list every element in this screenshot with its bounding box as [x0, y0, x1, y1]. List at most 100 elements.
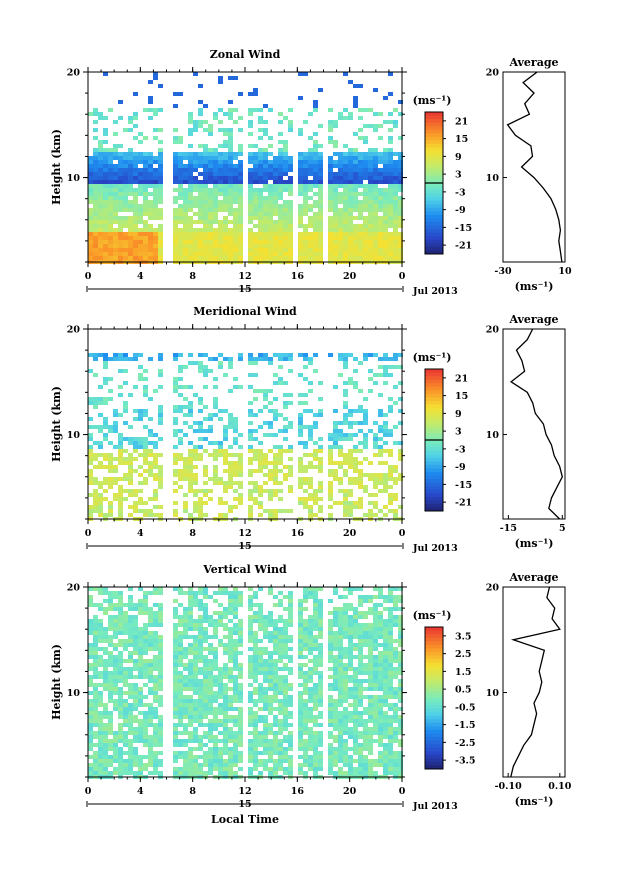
colorbar-segment	[425, 655, 443, 660]
colorbar-frame	[424, 626, 444, 770]
colorbar-segment	[425, 503, 443, 508]
x-tick-label: 12	[238, 786, 251, 797]
colorbar-segment	[425, 747, 443, 752]
colorbar-segment	[425, 372, 443, 377]
colorbar-segment	[425, 705, 443, 710]
colorbar-segment	[425, 733, 443, 738]
colorbar-segment	[425, 229, 443, 234]
colorbar-segment	[425, 482, 443, 487]
colorbar-tick-label: -3	[455, 444, 466, 455]
colorbar-segment	[425, 658, 443, 663]
y-tick-label: 20	[67, 583, 81, 594]
colorbar-tick-label: -15	[455, 223, 472, 234]
panel-1: Zonal Wind 20 10 Height (km) 0 4 8 12 16 20 0 15 Jul…	[50, 48, 572, 297]
colorbar-segment	[425, 379, 443, 384]
colorbar-segment	[425, 486, 443, 491]
x-tick-label: 0	[399, 528, 406, 539]
date-bar-ends	[86, 801, 404, 807]
colorbar-segment	[425, 644, 443, 649]
colorbar-segment	[425, 676, 443, 681]
colorbar-segment	[425, 447, 443, 452]
date-day-label: 15	[238, 541, 251, 552]
colorbar-segment	[425, 122, 443, 127]
colorbar-segment	[425, 112, 443, 117]
date-day-label: 15	[238, 799, 251, 810]
colorbar-segment	[425, 411, 443, 416]
colorbar-tick-label: -3	[455, 187, 466, 198]
panel-title: Vertical Wind	[202, 563, 287, 576]
profile-frame	[502, 328, 566, 520]
colorbar-segment	[425, 246, 443, 251]
profile-frame	[502, 586, 566, 778]
colorbar-segment	[425, 464, 443, 469]
colorbar-segment	[425, 408, 443, 413]
x-tick-label: 20	[343, 271, 357, 282]
colorbar-segment	[425, 383, 443, 388]
colorbar-segment	[425, 133, 443, 138]
colorbar-segment	[425, 222, 443, 227]
colorbar-segment	[425, 744, 443, 749]
colorbar-tick-label: -1.5	[455, 720, 475, 731]
colorbar-segment	[425, 493, 443, 498]
colorbar-tick-label: -0.5	[455, 702, 475, 713]
profile-y-tick-label: 10	[486, 173, 500, 184]
colorbar-segment	[425, 193, 443, 198]
colorbar-tick-label: -21	[455, 498, 472, 509]
colorbar-tick-label: -9	[455, 462, 466, 473]
heatmap-cells	[88, 72, 403, 264]
colorbar-segment	[425, 225, 443, 230]
colorbar-segment	[425, 715, 443, 720]
average-profile: Average 20 10 -0.10 0.10 (ms⁻¹)	[486, 571, 572, 808]
colorbar-segment	[425, 740, 443, 745]
colorbar-segment	[425, 161, 443, 166]
date-month-label: Jul 2013	[412, 801, 458, 812]
y-tick-label: 10	[67, 173, 81, 184]
colorbar-segment	[425, 454, 443, 459]
colorbar-segment	[425, 386, 443, 391]
colorbar-segment	[425, 471, 443, 476]
colorbar-segment	[425, 175, 443, 180]
x-tick-label: 16	[291, 271, 305, 282]
date-day-label: 15	[238, 284, 251, 295]
colorbar-segment	[425, 429, 443, 434]
colorbar-segment	[425, 726, 443, 731]
date-bar-ends	[86, 286, 404, 292]
colorbar-segment	[425, 662, 443, 667]
date-month-label: Jul 2013	[412, 286, 458, 297]
colorbar-tick-label: -21	[455, 241, 472, 252]
colorbar-segment	[425, 140, 443, 145]
colorbar-segment	[425, 369, 443, 374]
colorbar-segment	[425, 687, 443, 692]
date-month-label: Jul 2013	[412, 543, 458, 554]
profile-x-label: (ms⁻¹)	[515, 537, 554, 550]
profile-x-tick-label: -15	[500, 523, 517, 534]
colorbar-unit: (ms⁻¹)	[413, 94, 452, 107]
colorbar-segment	[425, 712, 443, 717]
colorbar-tick-label: 3	[455, 170, 462, 181]
colorbar-segment	[425, 200, 443, 205]
colorbar-segment	[425, 468, 443, 473]
x-tick-label: 0	[85, 786, 92, 797]
y-tick-label: 20	[67, 68, 81, 79]
profile-y-tick-label: 20	[486, 325, 500, 336]
x-tick-label: 20	[343, 528, 357, 539]
colorbar-segment	[425, 115, 443, 120]
x-tick-label: 0	[399, 271, 406, 282]
y-axis-label: Height (km)	[50, 129, 63, 205]
colorbar-tick-label: 15	[455, 391, 468, 402]
profile-x-tick-label: 10	[558, 266, 572, 277]
colorbar-segment	[425, 232, 443, 237]
colorbar-segment	[425, 126, 443, 131]
colorbar-segment	[425, 218, 443, 223]
heatmap-cells	[88, 587, 403, 779]
colorbar-segment	[425, 151, 443, 156]
colorbar-segment	[425, 239, 443, 244]
colorbar-segment	[425, 751, 443, 756]
profile-line	[509, 328, 563, 520]
colorbar-segment	[425, 214, 443, 219]
colorbar-segment	[425, 404, 443, 409]
colorbar-tick-label: 1.5	[455, 667, 472, 678]
x-axis-label: Local Time	[211, 813, 279, 826]
profile-x-tick-label: 5	[559, 523, 566, 534]
